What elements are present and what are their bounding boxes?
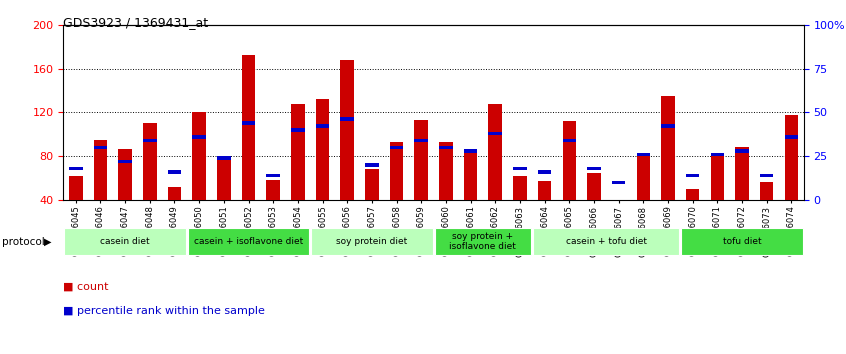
Bar — [118, 160, 132, 164]
Bar — [587, 166, 601, 170]
Bar — [64, 228, 186, 256]
Bar — [681, 228, 803, 256]
Bar — [291, 128, 305, 132]
Text: tofu diet: tofu diet — [722, 237, 761, 246]
Bar — [636, 154, 650, 200]
Bar — [168, 187, 181, 200]
Bar — [415, 120, 428, 200]
Bar — [563, 138, 576, 142]
Bar — [662, 125, 675, 129]
Bar — [316, 125, 329, 129]
Text: ▶: ▶ — [44, 236, 52, 247]
Bar — [464, 152, 477, 200]
Bar — [514, 166, 527, 170]
Bar — [735, 147, 749, 200]
Bar — [340, 118, 354, 121]
Bar — [415, 138, 428, 142]
Bar — [686, 173, 700, 177]
Bar — [118, 149, 132, 200]
Bar — [365, 163, 379, 167]
Bar — [217, 160, 231, 200]
Bar — [686, 189, 700, 200]
Bar — [711, 154, 724, 200]
Bar — [69, 166, 83, 170]
Bar — [143, 138, 157, 142]
Bar — [760, 183, 773, 200]
Bar — [168, 170, 181, 174]
Text: soy protein diet: soy protein diet — [336, 237, 408, 246]
Bar — [365, 169, 379, 200]
Bar — [266, 173, 280, 177]
Text: casein + tofu diet: casein + tofu diet — [566, 237, 647, 246]
Bar — [514, 176, 527, 200]
Bar — [612, 181, 625, 184]
Bar — [217, 156, 231, 160]
Bar — [711, 153, 724, 156]
Bar — [390, 145, 404, 149]
Bar — [266, 180, 280, 200]
Bar — [316, 99, 329, 200]
Text: ■ count: ■ count — [63, 281, 109, 291]
Bar — [242, 56, 255, 200]
Bar — [439, 142, 453, 200]
Bar — [192, 135, 206, 139]
Text: casein + isoflavone diet: casein + isoflavone diet — [194, 237, 303, 246]
Bar — [538, 170, 552, 174]
Bar — [435, 228, 531, 256]
Bar — [340, 60, 354, 200]
Text: protocol: protocol — [2, 236, 45, 247]
Bar — [94, 145, 107, 149]
Bar — [760, 173, 773, 177]
Bar — [636, 153, 650, 156]
Bar — [291, 104, 305, 200]
Bar — [242, 121, 255, 125]
Bar — [784, 135, 798, 139]
Bar — [784, 115, 798, 200]
Bar — [488, 131, 502, 135]
Bar — [587, 173, 601, 200]
Text: ■ percentile rank within the sample: ■ percentile rank within the sample — [63, 306, 266, 316]
Bar — [735, 149, 749, 153]
Bar — [439, 145, 453, 149]
Bar — [311, 228, 432, 256]
Bar — [662, 96, 675, 200]
Bar — [488, 104, 502, 200]
Bar — [94, 140, 107, 200]
Bar — [538, 181, 552, 200]
Bar — [533, 228, 679, 256]
Bar — [464, 149, 477, 153]
Bar — [188, 228, 309, 256]
Text: soy protein +
isoflavone diet: soy protein + isoflavone diet — [449, 232, 516, 251]
Bar — [390, 142, 404, 200]
Text: casein diet: casein diet — [101, 237, 150, 246]
Bar — [192, 113, 206, 200]
Bar — [69, 176, 83, 200]
Text: GDS3923 / 1369431_at: GDS3923 / 1369431_at — [63, 16, 209, 29]
Bar — [563, 121, 576, 200]
Bar — [143, 123, 157, 200]
